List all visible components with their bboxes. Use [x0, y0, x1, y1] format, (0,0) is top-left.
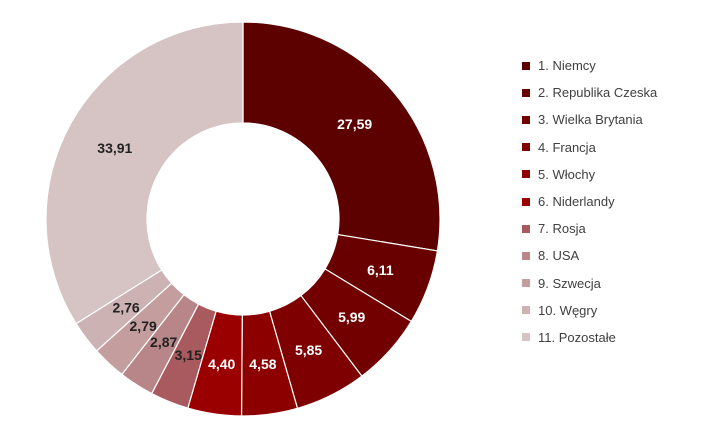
legend-item-7: 7. Rosja: [522, 215, 657, 242]
legend-swatch: [522, 224, 530, 233]
legend-label: 6. Niderlandy: [538, 194, 615, 210]
legend-label: 8. USA: [538, 248, 580, 264]
legend-label: 2. Republika Czeska: [538, 85, 658, 101]
data-label-4: 5,85: [295, 342, 322, 358]
legend-item-3: 3. Wielka Brytania: [522, 106, 657, 133]
legend-item-10: 10. Węgry: [522, 297, 657, 324]
legend-item-8: 8. USA: [522, 242, 657, 269]
legend-item-5: 5. Włochy: [522, 161, 657, 188]
donut-svg: 27,59 6,11 5,99 5,85 4,58 4,40 3,152,872,79 2,7…: [45, 21, 440, 417]
legend-swatch: [522, 170, 530, 179]
legend-label: 1. Niemcy: [538, 58, 596, 74]
legend-label: 7. Rosja: [538, 221, 586, 237]
legend-item-11: 11. Pozostałe: [522, 324, 657, 351]
data-label-1: 27,59: [337, 116, 372, 132]
legend-item-1: 1. Niemcy: [522, 52, 657, 79]
data-label-10: 2,76: [112, 299, 139, 315]
legend-swatch: [522, 333, 530, 342]
legend-swatch: [522, 279, 530, 288]
data-label-6: 4,40: [208, 356, 235, 372]
legend-swatch: [522, 306, 530, 315]
legend-swatch: [522, 197, 530, 206]
legend-swatch: [522, 143, 530, 152]
data-label-9: 2,79: [130, 318, 157, 334]
legend-item-6: 6. Niderlandy: [522, 188, 657, 215]
chart-legend: 1. Niemcy 2. Republika Czeska 3. Wielka Br…: [522, 52, 657, 351]
legend-label: 10. Węgry: [538, 302, 598, 318]
data-label-2: 6,11: [367, 262, 394, 278]
slice-11: [45, 21, 244, 325]
legend-swatch: [522, 115, 530, 124]
legend-label: 9. Szwecja: [538, 275, 601, 291]
data-label-7: 3,15: [175, 347, 202, 363]
data-label-8: 2,87: [150, 334, 177, 350]
legend-item-4: 4. Francja: [522, 134, 657, 161]
legend-label: 4. Francja: [538, 139, 596, 155]
legend-item-2: 2. Republika Czeska: [522, 79, 657, 106]
data-label-3: 5,99: [338, 309, 365, 325]
legend-swatch: [522, 251, 530, 260]
legend-swatch: [522, 61, 530, 70]
slice-1: [242, 21, 440, 252]
legend-label: 3. Wielka Brytania: [538, 112, 643, 128]
data-label-5: 4,58: [249, 356, 276, 372]
legend-label: 11. Pozostałe: [538, 329, 616, 345]
data-label-11: 33,91: [97, 140, 132, 156]
legend-label: 5. Włochy: [538, 166, 596, 182]
legend-swatch: [522, 88, 530, 97]
legend-item-9: 9. Szwecja: [522, 270, 657, 297]
